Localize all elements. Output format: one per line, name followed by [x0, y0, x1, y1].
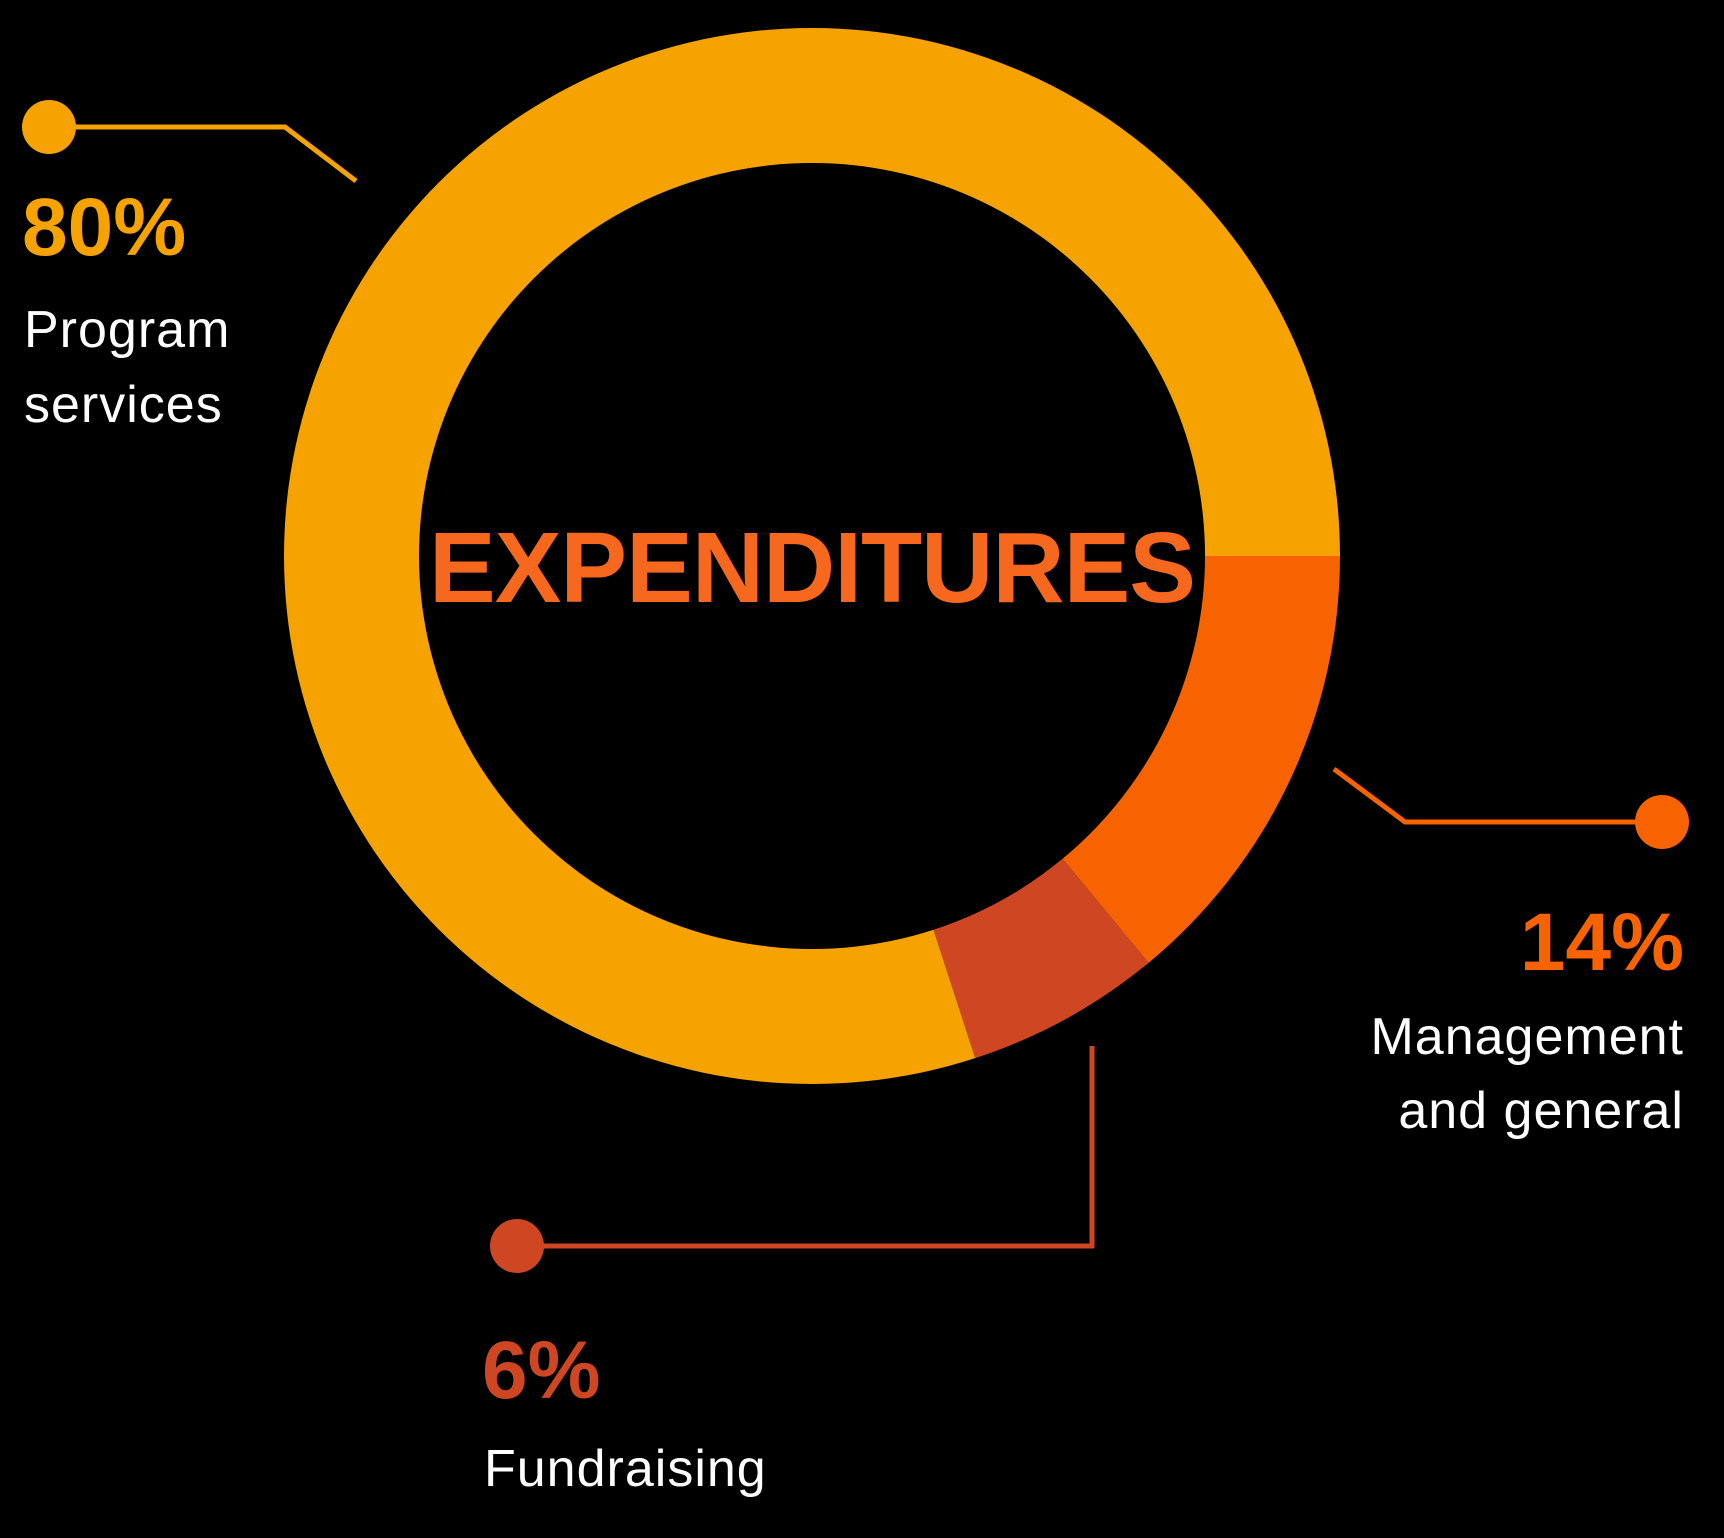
value-label-management-general: 14%	[1520, 897, 1684, 988]
category-label-program-services-line1: Program	[24, 301, 230, 359]
category-label-fundraising: Fundraising	[484, 1440, 767, 1498]
callout-program-services: 80% Program services	[22, 100, 358, 434]
leader-line-fundraising	[517, 1046, 1095, 1249]
category-label-management-general-line2: and general	[1398, 1082, 1684, 1140]
slice-management-general	[1062, 556, 1340, 963]
leader-dot-program-services	[22, 100, 76, 154]
leader-dot-fundraising	[490, 1219, 544, 1273]
category-label-program-services-line2: services	[24, 376, 223, 434]
value-label-program-services: 80%	[22, 182, 186, 273]
value-label-fundraising: 6%	[482, 1325, 601, 1416]
category-label-management-general-line1: Management	[1370, 1008, 1684, 1066]
leader-line-program-services	[49, 124, 358, 183]
slice-fundraising	[933, 858, 1149, 1059]
donut-slices	[283, 28, 1340, 1085]
chart-title: EXPENDITURES	[429, 512, 1195, 624]
callout-fundraising: 6% Fundraising	[482, 1046, 1095, 1498]
leader-dot-management-general	[1635, 795, 1689, 849]
callout-management-general: 14% Management and general	[1332, 766, 1689, 1140]
leader-line-management-general	[1332, 766, 1662, 825]
